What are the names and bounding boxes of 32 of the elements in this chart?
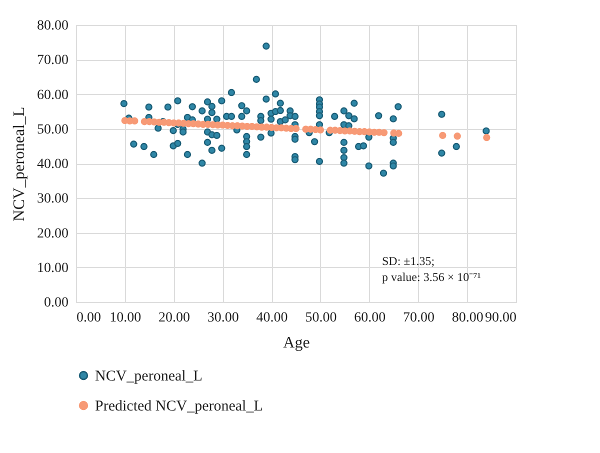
y-tick-label: 20.00 (37, 226, 68, 242)
point (395, 130, 402, 137)
x-tick-label: 70.00 (402, 310, 434, 326)
x-tick-label: 90.00 (485, 310, 516, 326)
x-tick-label: 30.00 (207, 310, 239, 326)
x-tick-label: 50.00 (305, 310, 337, 326)
legend-label: NCV_peroneal_L (95, 368, 202, 384)
x-tick-label: 10.00 (110, 310, 142, 326)
y-tick-label: 80.00 (37, 18, 68, 34)
y-tick-label: 0.00 (44, 296, 68, 310)
y-tick-label: 10.00 (37, 260, 68, 276)
point (454, 132, 461, 140)
y-axis-title: NCV_peroneal_L (11, 106, 28, 222)
annotation: p value: 3.56 × 10⁻⁷¹ (382, 270, 482, 284)
point (316, 126, 324, 134)
point (439, 132, 446, 140)
point (380, 129, 388, 136)
annotation: SD: ±1.35; (382, 254, 435, 268)
y-tick-label: 70.00 (37, 53, 68, 68)
y-tick-label: 50.00 (37, 122, 68, 138)
point (483, 134, 490, 142)
x-tick-label: 40.00 (256, 310, 288, 326)
legend-label: Predicted NCV_peroneal_L (95, 398, 263, 414)
y-tick-label: 60.00 (37, 88, 68, 103)
y-tick-label: 40.00 (37, 157, 68, 172)
y-tick-label: 30.00 (37, 192, 68, 207)
point (131, 117, 138, 125)
x-axis-title: Age (283, 334, 310, 352)
x-tick-label: 20.00 (158, 310, 190, 326)
x-tick-label: 80.00 (452, 310, 484, 326)
x-tick-label: 60.00 (354, 310, 386, 326)
x-tick-label: 0.00 (76, 310, 101, 326)
